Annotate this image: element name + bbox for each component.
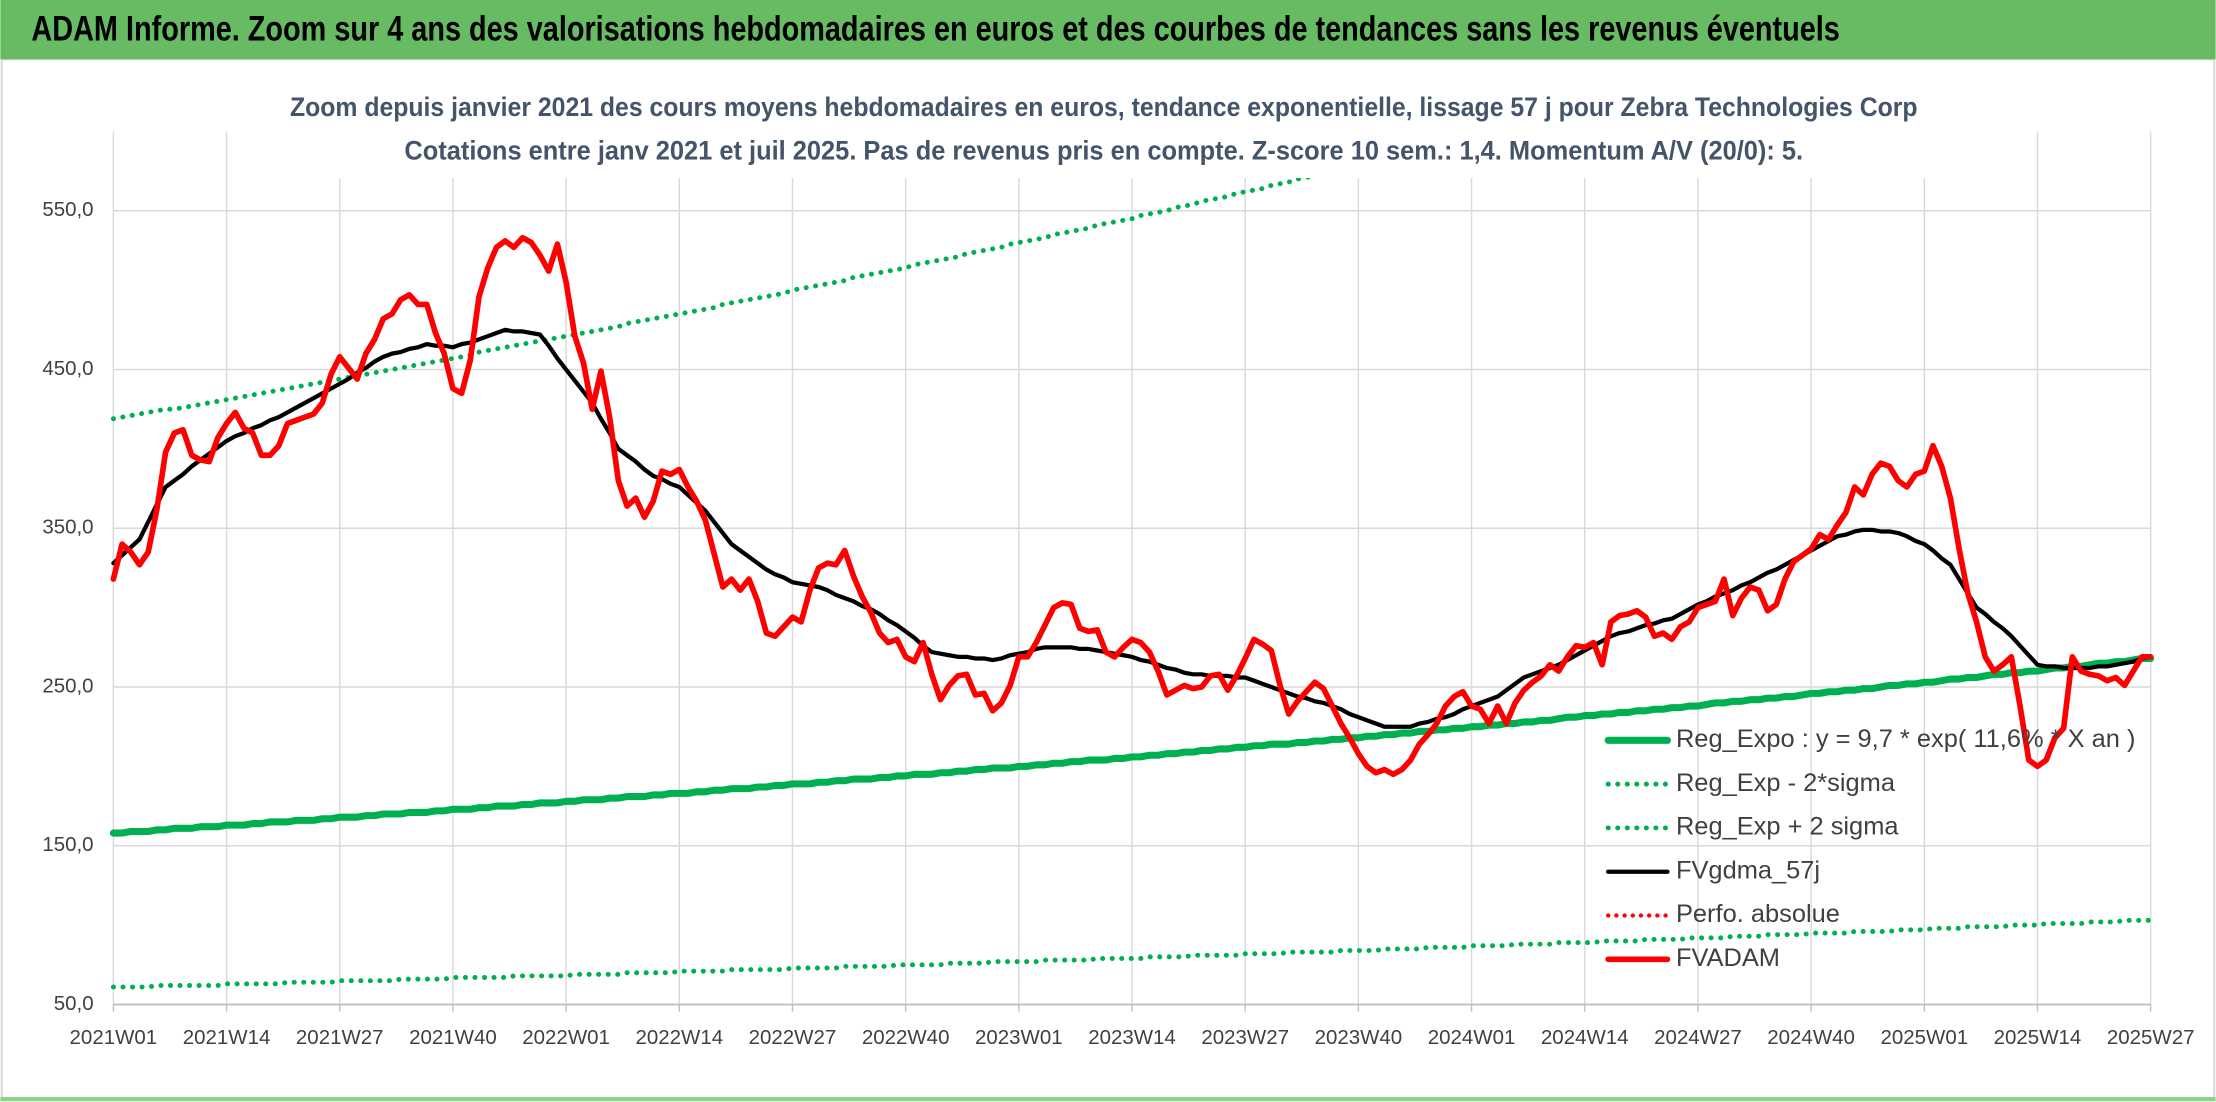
x-tick-label: 2022W27 [749, 1026, 837, 1049]
x-tick-label: 2021W01 [70, 1026, 158, 1049]
x-tick-label: 2024W01 [1428, 1026, 1516, 1049]
y-tick-label: 450,0 [42, 357, 93, 380]
x-tick-label: 2025W01 [1880, 1026, 1968, 1049]
series-line [110, 131, 1510, 422]
x-tick-label: 2025W14 [1994, 1026, 2082, 1049]
y-tick-label: 350,0 [42, 516, 93, 539]
x-tick-label: 2024W14 [1541, 1026, 1629, 1049]
x-tick-label: 2021W40 [409, 1026, 497, 1049]
x-tick-label: 2021W14 [183, 1026, 271, 1049]
y-tick-label: 250,0 [42, 674, 93, 697]
banner [0, 0, 2216, 60]
y-tick-label: 550,0 [42, 198, 93, 221]
x-tick-label: 2025W27 [2107, 1026, 2195, 1049]
legend-label: Perfo. absolue [1676, 900, 1840, 928]
x-tick-label: 2023W14 [1088, 1026, 1176, 1049]
chart-title: ADAM Informe. Zoom sur 4 ans des valoris… [31, 9, 1839, 48]
x-tick-label: 2024W40 [1767, 1026, 1855, 1049]
axes: 50,0 150,0 250,0 350,0 450,0 550,0 2021W01 2021… [42, 131, 2195, 1049]
legend: Reg_Expo : y = 9,7 * exp( 11,6% * X an )… [1604, 725, 2136, 972]
plot-area [109, 131, 2155, 990]
subtitle: Zoom depuis janvier 2021 des cours moyen… [290, 92, 1918, 122]
x-tick-label: 2022W01 [522, 1026, 610, 1049]
x-tick-label: 2024W27 [1654, 1026, 1742, 1049]
legend-label: Reg_Exp + 2 sigma [1676, 813, 1899, 841]
series-line [110, 234, 2154, 778]
x-tick-label: 2023W40 [1315, 1026, 1403, 1049]
x-tick-label: 2022W40 [862, 1026, 950, 1049]
x-tick-label: 2023W01 [975, 1026, 1063, 1049]
x-tick-label: 2023W27 [1201, 1026, 1289, 1049]
series-line [109, 654, 2155, 837]
series-line [110, 917, 2154, 990]
y-tick-label: 150,0 [42, 833, 93, 856]
legend-label: Reg_Expo : y = 9,7 * exp( 11,6% * X an ) [1676, 725, 2136, 753]
legend-label: FVADAM [1676, 944, 1780, 972]
subtitle-box [277, 81, 1928, 179]
legend-label: Reg_Exp - 2*sigma [1676, 769, 1896, 797]
subtitle: Cotations entre janv 2021 et juil 2025. … [404, 136, 1803, 166]
x-tick-label: 2021W27 [296, 1026, 384, 1049]
legend-label: FVgdma_57j [1676, 856, 1820, 884]
y-tick-label: 50,0 [54, 992, 94, 1015]
x-tick-label: 2022W14 [635, 1026, 723, 1049]
